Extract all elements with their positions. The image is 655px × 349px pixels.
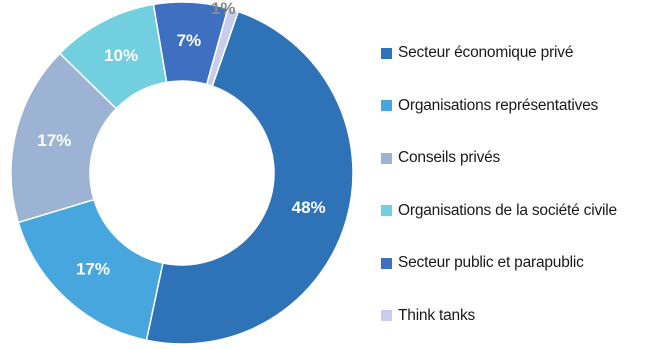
legend-swatch bbox=[381, 100, 392, 112]
legend-item: Secteur économique privé bbox=[381, 27, 651, 80]
legend-item: Secteur public et parapublic bbox=[381, 237, 651, 290]
slice-label-3: 10% bbox=[104, 46, 138, 65]
legend-label: Organisations représentatives bbox=[398, 96, 599, 114]
legend-item: Think tanks bbox=[381, 290, 651, 343]
legend-swatch bbox=[381, 152, 392, 164]
slice-label-1: 17% bbox=[76, 259, 110, 278]
slice-0 bbox=[145, 10, 354, 345]
legend-label: Think tanks bbox=[398, 306, 476, 324]
slice-labels-group: 48% 17% 17% 10% 7% 1% bbox=[37, 0, 325, 278]
legend: Secteur économique privé Organisations re… bbox=[381, 27, 651, 342]
slice-label-5: 1% bbox=[211, 0, 236, 18]
legend-swatch bbox=[381, 257, 392, 269]
slices-group bbox=[10, 1, 354, 345]
legend-item: Conseils privés bbox=[381, 132, 651, 185]
legend-swatch bbox=[381, 310, 392, 322]
slice-5 bbox=[205, 7, 240, 88]
slice-label-0: 48% bbox=[292, 198, 326, 217]
legend-swatch bbox=[381, 47, 392, 59]
legend-item: Organisations de la société civile bbox=[381, 185, 651, 238]
legend-label: Organisations de la société civile bbox=[398, 201, 617, 219]
legend-swatch bbox=[381, 205, 392, 217]
legend-label: Conseils privés bbox=[398, 149, 501, 167]
legend-label: Secteur économique privé bbox=[398, 44, 574, 62]
slice-label-2: 17% bbox=[37, 131, 71, 150]
legend-label: Secteur public et parapublic bbox=[398, 254, 584, 272]
legend-item: Organisations représentatives bbox=[381, 80, 651, 133]
slice-label-4: 7% bbox=[177, 31, 202, 50]
